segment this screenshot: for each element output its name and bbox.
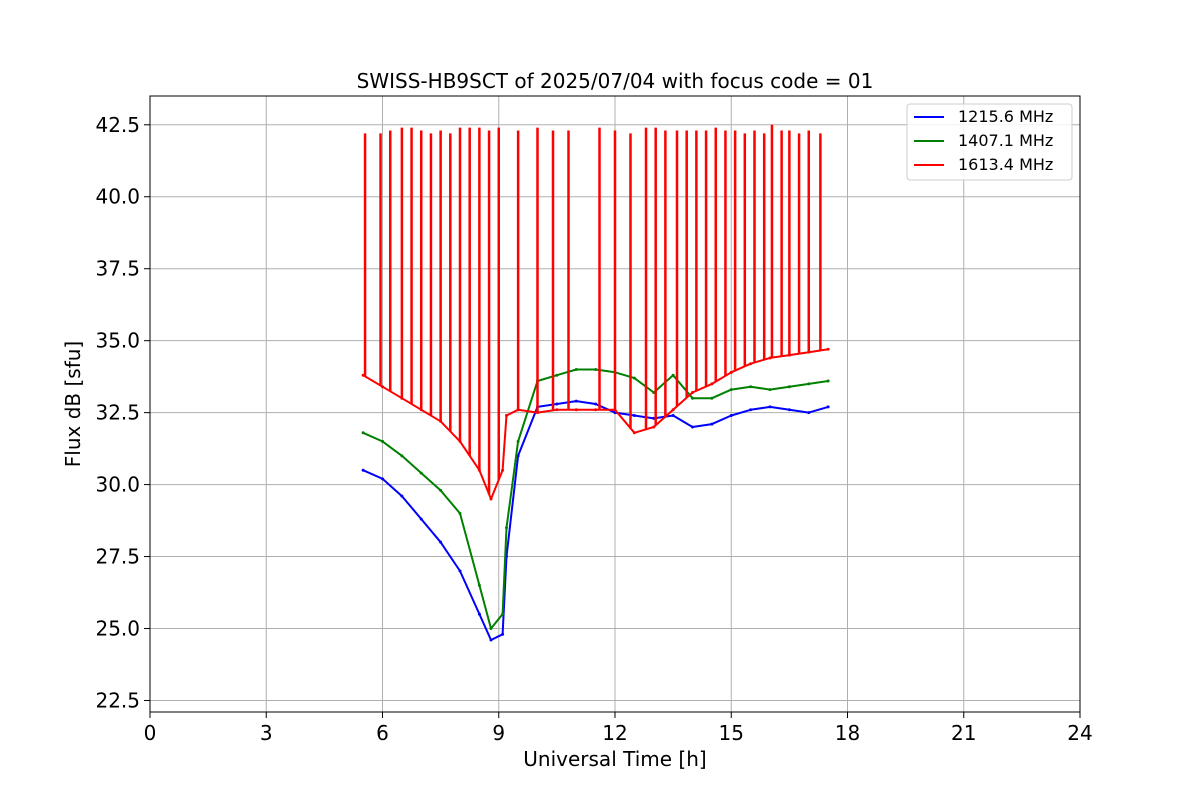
y-tick-label: 35.0 — [95, 329, 140, 353]
data-point — [787, 385, 791, 389]
data-point — [749, 362, 753, 366]
x-tick-label: 21 — [951, 721, 976, 745]
y-axis-label: Flux dB [sfu] — [61, 341, 85, 467]
data-point — [381, 385, 384, 389]
x-tick-label: 15 — [719, 721, 744, 745]
chart-title: SWISS-HB9SCT of 2025/07/04 with focus co… — [357, 69, 874, 93]
y-tick-label: 40.0 — [95, 185, 140, 209]
x-tick-label: 24 — [1067, 721, 1092, 745]
axis-ticks: 0 3 6 9 12 15 18 21 24 22.5 25.0 27.5 30.0 32.5 35.0 37… — [95, 113, 1092, 745]
data-point — [807, 411, 811, 415]
data-point — [477, 583, 481, 587]
data-point — [652, 425, 656, 429]
data-point — [439, 488, 443, 492]
series-line-1215-6-mhz — [362, 400, 829, 641]
data-point — [594, 408, 598, 412]
data-point — [419, 471, 423, 475]
x-tick-label: 12 — [602, 721, 627, 745]
x-tick-label: 0 — [144, 721, 157, 745]
legend-box — [906, 103, 1073, 181]
data-point — [400, 454, 404, 458]
data-point — [381, 477, 384, 481]
data-point — [729, 414, 733, 418]
data-point — [691, 425, 694, 429]
data-point — [574, 408, 578, 412]
data-point — [501, 632, 505, 636]
series-lines — [361, 124, 830, 642]
x-axis-label: Universal Time [h] — [523, 747, 706, 771]
legend-label: 1407.1 MHz — [958, 131, 1053, 150]
y-tick-label: 30.0 — [95, 473, 140, 497]
data-point — [691, 390, 694, 394]
x-tick-label: 6 — [376, 721, 389, 745]
y-tick-label: 22.5 — [95, 688, 140, 712]
data-point — [807, 382, 811, 386]
data-point — [826, 347, 830, 351]
y-tick-label: 32.5 — [95, 401, 140, 425]
x-tick-label: 3 — [260, 721, 273, 745]
data-point — [826, 379, 830, 383]
data-point — [419, 517, 423, 521]
data-point — [501, 612, 505, 616]
data-point — [555, 373, 559, 377]
data-point — [710, 422, 714, 426]
data-point — [555, 402, 559, 406]
data-point — [729, 370, 733, 374]
data-point — [729, 388, 733, 392]
data-point — [489, 638, 493, 642]
data-point — [505, 526, 508, 530]
data-point — [710, 382, 714, 386]
data-point — [516, 454, 520, 458]
data-point — [439, 540, 443, 544]
data-point — [768, 405, 772, 409]
y-tick-label: 42.5 — [95, 113, 140, 137]
data-point — [361, 468, 365, 472]
data-point — [710, 396, 714, 400]
data-point — [458, 569, 462, 573]
data-point — [489, 627, 493, 631]
data-point — [361, 431, 365, 435]
data-point — [555, 408, 559, 412]
series-line-1613-4-mhz — [362, 348, 829, 500]
y-tick-label: 27.5 — [95, 545, 140, 569]
data-point — [477, 612, 481, 616]
data-point — [632, 376, 636, 380]
data-point — [400, 494, 404, 498]
data-point — [505, 414, 508, 418]
data-point — [671, 414, 675, 418]
data-point — [768, 388, 772, 392]
data-point — [574, 367, 578, 371]
data-point — [632, 431, 636, 435]
x-tick-label: 9 — [492, 721, 505, 745]
data-point — [787, 408, 791, 412]
data-point — [574, 399, 578, 403]
data-point — [671, 408, 675, 412]
y-tick-label: 25.0 — [95, 617, 140, 641]
data-point — [749, 385, 753, 389]
y-tick-label: 37.5 — [95, 257, 140, 281]
legend-label: 1215.6 MHz — [958, 107, 1053, 126]
legend-label: 1613.4 MHz — [958, 155, 1053, 174]
data-point — [594, 402, 598, 406]
data-point — [501, 468, 505, 472]
data-point — [749, 408, 753, 412]
data-point — [671, 373, 675, 377]
legend: 1215.6 MHz 1407.1 MHz 1613.4 MHz — [906, 103, 1073, 181]
data-point — [691, 396, 694, 400]
data-point — [594, 367, 598, 371]
data-point — [381, 439, 384, 443]
x-tick-label: 18 — [835, 721, 860, 745]
data-point — [489, 497, 493, 501]
data-point — [632, 414, 636, 418]
data-point — [458, 511, 462, 515]
data-point — [516, 439, 520, 443]
data-point — [826, 405, 830, 409]
